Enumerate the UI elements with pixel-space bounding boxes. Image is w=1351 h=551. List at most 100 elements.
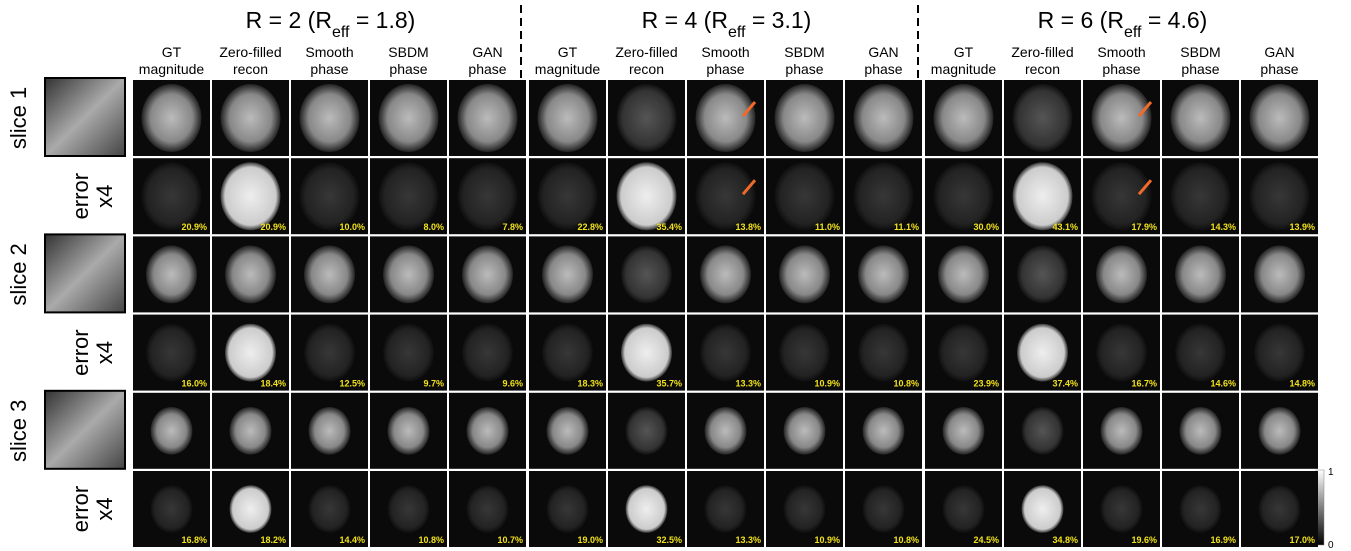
column-header: GAN (1264, 44, 1294, 60)
brain (1180, 485, 1222, 533)
brain (1092, 162, 1152, 230)
brain (142, 84, 202, 152)
brain (1022, 407, 1064, 455)
error-value: 13.9% (1289, 222, 1315, 232)
error-value: 10.8% (893, 535, 919, 545)
brain (542, 324, 593, 382)
brain (221, 162, 281, 230)
brain (775, 162, 835, 230)
error-value: 10.9% (814, 535, 840, 545)
brain (1013, 162, 1073, 230)
brain (151, 485, 193, 533)
brain (943, 407, 985, 455)
error-value: 34.8% (1052, 535, 1078, 545)
scale-label: x4 (92, 185, 117, 208)
brain (1175, 324, 1226, 382)
group-title: R = 2 (Reff = 1.8) (246, 7, 416, 41)
brain (383, 246, 434, 304)
error-value: 9.7% (423, 379, 444, 389)
error-value: 14.8% (1289, 379, 1315, 389)
error-value: 10.9% (814, 379, 840, 389)
brain (700, 246, 751, 304)
error-value: 35.7% (656, 379, 682, 389)
brain (863, 485, 905, 533)
brain (784, 407, 826, 455)
brain (538, 162, 598, 230)
title-part: = 1.8) (349, 7, 415, 33)
brain (779, 324, 830, 382)
brain (151, 407, 193, 455)
column-header: Zero-filled (615, 44, 677, 60)
brain (779, 246, 830, 304)
brain (621, 324, 672, 382)
brain (934, 162, 994, 230)
error-value: 22.8% (577, 222, 603, 232)
brain (705, 407, 747, 455)
brain (1250, 162, 1310, 230)
column-header: SBDM (784, 44, 824, 60)
group-title: R = 6 (Reff = 4.6) (1038, 7, 1208, 41)
figure: 1 0 R = 2 (Reff = 1.8)GTmagnitude20.9%16… (0, 0, 1351, 551)
error-value: 11.0% (815, 222, 840, 232)
column-header: phase (864, 61, 902, 77)
column-header: GAN (868, 44, 898, 60)
title-part: = 3.1) (745, 7, 811, 33)
error-value: 16.9% (1210, 535, 1236, 545)
column-header: GT (954, 44, 974, 60)
error-value: 16.7% (1131, 379, 1157, 389)
brain (626, 485, 668, 533)
column-header: phase (310, 61, 348, 77)
title-part: eff (728, 24, 746, 41)
brain (146, 246, 197, 304)
error-label: error (68, 486, 93, 532)
column-header: phase (1181, 61, 1219, 77)
error-value: 24.5% (973, 535, 999, 545)
error-value: 14.3% (1210, 222, 1236, 232)
error-value: 37.4% (1052, 379, 1078, 389)
column-header: Smooth (1097, 44, 1145, 60)
error-value: 30.0% (973, 222, 999, 232)
column-header: Zero-filled (219, 44, 281, 60)
error-value: 17.0% (1289, 535, 1315, 545)
column-header: phase (389, 61, 427, 77)
brain (1259, 407, 1301, 455)
knee-thumbnail (45, 78, 125, 156)
group-title: R = 4 (Reff = 3.1) (642, 7, 812, 41)
error-value: 18.4% (260, 379, 286, 389)
brain (383, 324, 434, 382)
column-header: recon (233, 61, 268, 77)
column-header: GT (162, 44, 182, 60)
brain (1259, 485, 1301, 533)
brain (1096, 246, 1147, 304)
error-value: 23.9% (973, 379, 999, 389)
brain (784, 485, 826, 533)
column-header: magnitude (139, 61, 205, 77)
brain (943, 485, 985, 533)
title-part: = 4.6) (1141, 7, 1207, 33)
brain (146, 324, 197, 382)
column-header: Smooth (305, 44, 353, 60)
brain (854, 162, 914, 230)
brain (304, 324, 355, 382)
brain (1175, 246, 1226, 304)
error-value: 13.3% (735, 379, 761, 389)
brain (696, 84, 756, 152)
brain (1180, 407, 1222, 455)
column-header: GT (558, 44, 578, 60)
error-value: 10.7% (497, 535, 523, 545)
brain (1017, 324, 1068, 382)
error-value: 43.1% (1052, 222, 1078, 232)
brain (617, 84, 677, 152)
title-part: eff (1124, 24, 1142, 41)
column-header: magnitude (535, 61, 601, 77)
brain (458, 162, 518, 230)
title-part: R = 4 (R (642, 7, 728, 33)
brain (617, 162, 677, 230)
brain (230, 407, 272, 455)
column-header: Smooth (701, 44, 749, 60)
column-header: phase (1102, 61, 1140, 77)
brain (538, 84, 598, 152)
column-header: phase (706, 61, 744, 77)
brain (309, 485, 351, 533)
brain (934, 84, 994, 152)
